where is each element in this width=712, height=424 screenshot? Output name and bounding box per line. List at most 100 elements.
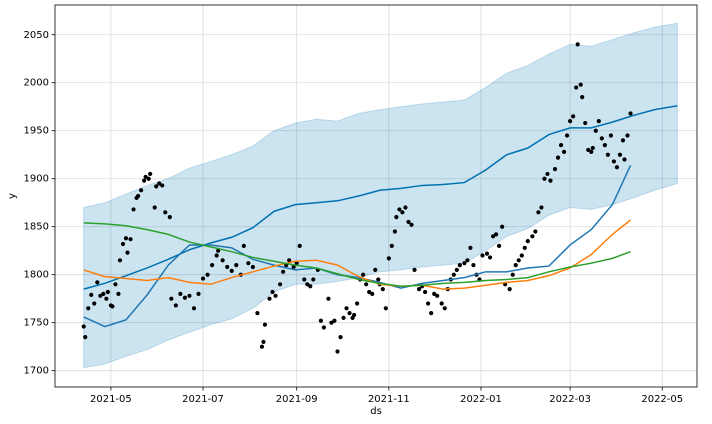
data-point [409,222,414,227]
data-point [465,258,470,263]
x-tick-label: 2022-01 [460,394,502,405]
data-point [487,255,493,260]
data-point [335,349,340,354]
data-point [593,128,598,133]
data-point [105,289,110,295]
data-point [305,282,310,287]
data-point [564,133,570,138]
x-tick-label: 2021-07 [182,394,224,405]
data-point [451,272,456,277]
data-point [462,261,467,266]
data-point [599,136,604,141]
data-point [308,284,313,289]
data-point [376,277,381,282]
data-point [614,165,620,170]
data-point [392,229,397,234]
data-point [457,263,462,268]
data-point [329,320,334,325]
data-point [568,119,573,124]
data-point [367,289,372,295]
data-point [210,263,215,268]
data-point [602,143,607,148]
x-tick-label: 2021-11 [368,394,410,405]
data-point [110,304,115,309]
data-point [361,272,366,277]
data-point [318,318,323,323]
data-point [225,264,230,270]
data-point [152,205,157,210]
data-point [380,287,385,292]
x-axis-label: ds [370,406,382,417]
data-point [143,174,148,179]
data-point [200,276,206,281]
data-point [548,178,553,183]
data-point [123,236,129,241]
data-point [220,258,225,263]
data-point [628,111,633,116]
data-point [555,155,561,160]
data-point [191,306,197,311]
data-point [590,145,595,151]
data-point [142,178,147,183]
data-point [270,289,275,295]
data-point [513,263,518,268]
y-tick-label: 1800 [24,270,49,281]
data-point [321,325,326,330]
data-point [400,210,405,215]
data-point [255,310,260,316]
data-point [578,82,583,87]
data-point [574,85,579,90]
data-point [277,282,283,287]
data-point [622,157,627,162]
data-point [435,293,440,298]
data-point [397,207,402,212]
data-point [241,243,246,249]
data-point [262,322,268,327]
data-point [364,282,369,287]
data-point [196,291,201,296]
data-point [394,215,399,220]
data-point [338,334,343,340]
data-point [234,263,239,268]
data-point [297,243,302,249]
x-tick-label: 2022-03 [549,394,591,405]
line [83,219,632,290]
data-point [160,183,165,188]
data-point [580,95,585,100]
data-point [116,291,121,296]
data-point [620,138,626,143]
data-point [154,184,159,189]
y-tick-label: 2050 [24,30,49,41]
data-point [552,167,558,172]
data-point [229,268,234,273]
data-point [98,293,103,298]
data-point [480,253,485,258]
data-point [558,143,564,148]
data-point [178,291,183,296]
y-tick-label: 1900 [24,174,49,185]
data-point [287,258,292,263]
data-point [370,291,375,296]
data-point [611,159,617,164]
line [83,164,632,328]
data-point [484,251,490,256]
data-point [104,296,109,301]
data-point [561,149,567,154]
data-point [139,188,144,193]
data-point [439,301,444,306]
data-point [586,147,591,153]
data-point [173,303,178,308]
data-point [373,267,378,273]
line [83,105,678,290]
data-point [95,280,100,285]
data-point [422,289,428,295]
data-point [507,287,512,292]
data-point [533,229,538,234]
data-point [490,234,496,239]
data-point [389,243,394,249]
data-point [493,232,499,237]
data-point [148,171,153,177]
data-point [246,261,251,266]
data-point [510,272,515,277]
